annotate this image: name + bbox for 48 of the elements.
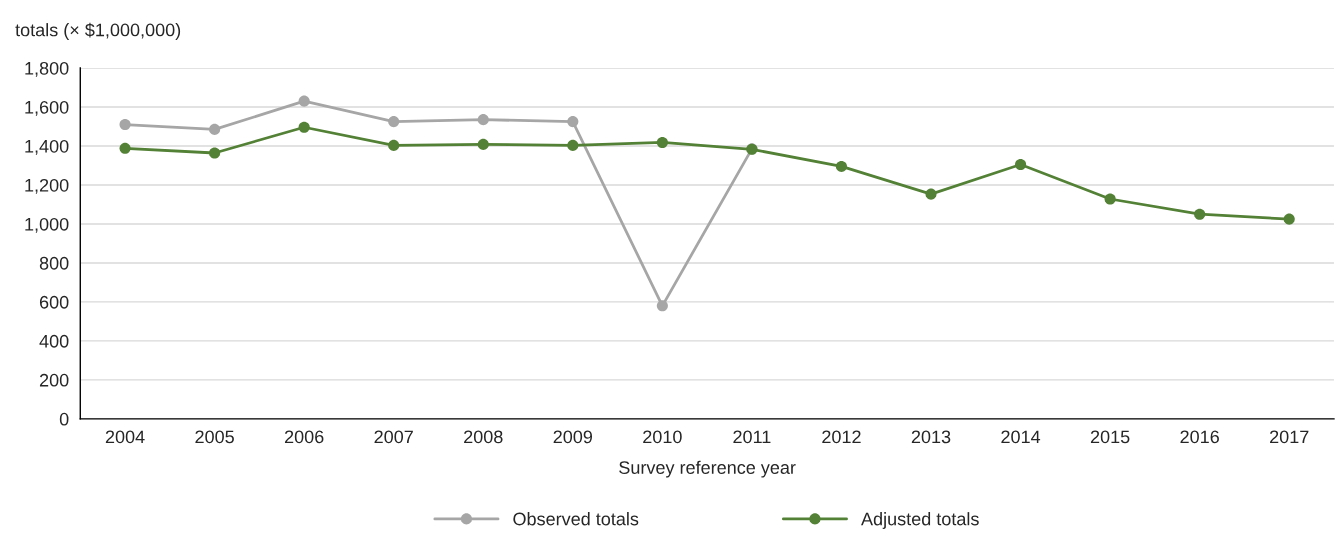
x-tick-label: 2014	[1001, 430, 1041, 444]
point	[656, 136, 668, 149]
point	[388, 139, 400, 151]
point	[477, 138, 489, 150]
x-tick-label: 2008	[464, 430, 503, 444]
y-tick-label: 1,000	[25, 217, 69, 233]
point	[298, 95, 310, 107]
x-axis-title: Survey reference year	[619, 460, 796, 478]
y-tick-label: 400	[39, 334, 69, 348]
x-tick-label: 2009	[553, 430, 593, 444]
x-tick-label: 2005	[195, 430, 234, 444]
point	[209, 147, 221, 159]
x-tick-label: 2010	[643, 430, 682, 444]
legend-label: Adjusted totals	[861, 512, 979, 529]
y-tick-label: 1,800	[25, 61, 69, 77]
point	[1194, 208, 1206, 220]
point	[656, 300, 668, 312]
point	[1283, 213, 1295, 225]
point	[298, 121, 310, 133]
point	[119, 142, 131, 154]
x-tick-label: 2006	[284, 430, 324, 444]
x-tick-label: 2017	[1270, 430, 1309, 444]
y-tick-label: 1,600	[25, 100, 69, 116]
point	[1015, 158, 1027, 171]
point	[209, 123, 221, 135]
x-tick-label: 2015	[1090, 430, 1130, 444]
legend-label: Observed totals	[513, 512, 639, 526]
x-tick-label: 2016	[1180, 430, 1219, 444]
point	[835, 160, 848, 172]
point	[388, 116, 400, 128]
point	[925, 188, 937, 200]
point	[119, 118, 131, 131]
y-tick-label: 1,200	[25, 178, 69, 194]
point	[1104, 193, 1116, 205]
point	[567, 139, 579, 151]
x-tick-label: 2012	[822, 430, 861, 444]
y-tick-label: 200	[39, 373, 69, 387]
x-tick-label: 2007	[374, 430, 413, 444]
x-tick-label: 2004	[105, 430, 145, 444]
y-axis-title: totals (× $1,000,000)	[15, 22, 181, 40]
y-tick-label: 600	[39, 295, 69, 309]
x-tick-label: 2013	[911, 430, 951, 444]
y-tick-label: 0	[59, 412, 69, 426]
y-tick-label: 1,400	[25, 139, 69, 155]
point	[477, 114, 489, 126]
point	[567, 116, 579, 128]
y-tick-label: 800	[39, 256, 69, 270]
x-tick-label: 2011	[733, 430, 771, 444]
